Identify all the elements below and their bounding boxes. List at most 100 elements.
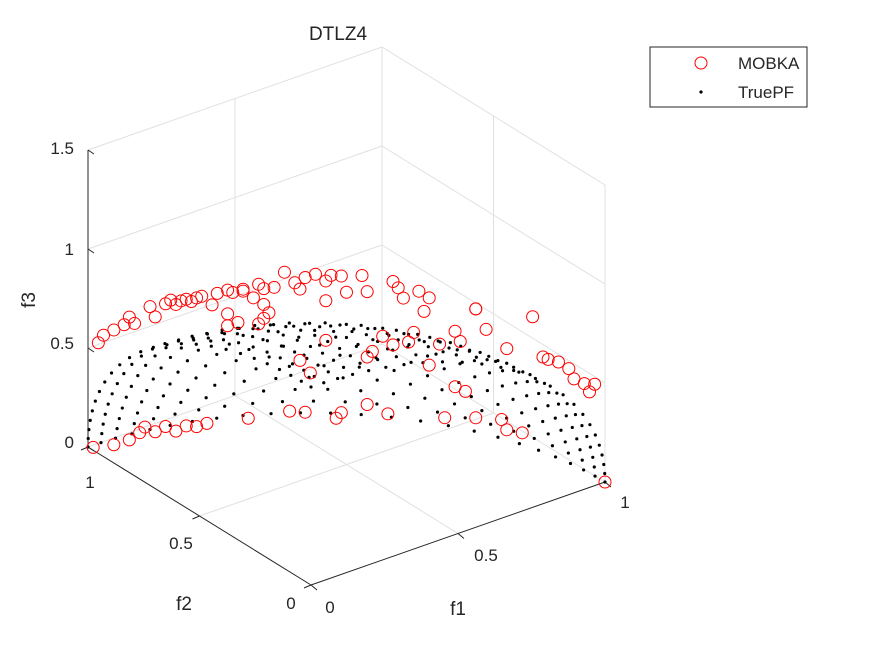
truepf-point xyxy=(553,455,558,459)
truepf-point xyxy=(318,325,322,329)
truepf-point xyxy=(241,333,245,338)
z-tick-label: 1.5 xyxy=(50,139,74,158)
truepf-point xyxy=(367,369,371,373)
truepf-point xyxy=(320,351,325,355)
truepf-point xyxy=(223,371,227,375)
truepf-point xyxy=(520,411,524,415)
truepf-point xyxy=(271,323,276,327)
truepf-point xyxy=(565,402,569,406)
truepf-point xyxy=(145,388,149,393)
truepf-point xyxy=(164,346,168,350)
mobka-point xyxy=(396,291,410,305)
truepf-point xyxy=(588,445,592,449)
truepf-point xyxy=(419,419,423,423)
truepf-point xyxy=(135,411,140,415)
mobka-point xyxy=(298,271,312,285)
truepf-point xyxy=(384,365,388,369)
truepf-point xyxy=(344,335,349,340)
y-axis-label: f2 xyxy=(176,594,192,615)
z-tick-mark xyxy=(87,248,95,254)
truepf-point xyxy=(414,353,418,357)
legend-dot-marker-icon xyxy=(699,90,703,94)
mobka-point xyxy=(319,333,333,347)
truepf-point xyxy=(593,474,597,478)
mobka-point xyxy=(340,285,353,299)
truepf-point xyxy=(176,339,181,343)
mobka-point xyxy=(210,286,224,300)
truepf-point xyxy=(463,416,467,420)
mobka-point xyxy=(598,475,612,489)
mobka-point xyxy=(293,353,307,367)
truepf-point xyxy=(309,385,313,389)
x-tick-mark xyxy=(310,584,318,591)
mobka-point xyxy=(252,277,266,291)
truepf-point xyxy=(323,321,327,325)
truepf-point xyxy=(156,405,160,410)
truepf-point xyxy=(311,399,316,403)
mobka-point xyxy=(117,318,131,332)
truepf-point xyxy=(221,338,226,342)
truepf-point xyxy=(299,328,303,332)
truepf-point xyxy=(281,344,286,348)
truepf-point xyxy=(265,362,269,366)
mobka-point xyxy=(381,407,395,421)
truepf-point xyxy=(139,350,143,354)
mobka-point xyxy=(267,280,281,294)
legend-label-mobka: MOBKA xyxy=(738,54,800,73)
truepf-point xyxy=(550,444,555,448)
truepf-point xyxy=(326,370,330,374)
truepf-point xyxy=(252,356,256,360)
truepf-point xyxy=(528,373,532,377)
truepf-point xyxy=(329,324,333,328)
wall-grid-line xyxy=(87,145,383,250)
truepf-point xyxy=(548,384,552,388)
truepf-point xyxy=(375,378,379,382)
x-tick-label: 0.5 xyxy=(474,546,498,565)
truepf-point xyxy=(194,376,198,380)
truepf-point xyxy=(575,437,579,441)
truepf-point xyxy=(588,423,592,427)
mobka-point xyxy=(86,440,100,454)
truepf-point xyxy=(478,350,482,355)
truepf-point xyxy=(316,363,320,367)
truepf-point xyxy=(224,347,228,351)
truepf-point xyxy=(150,347,155,351)
truepf-point xyxy=(274,376,278,381)
truepf-point xyxy=(525,394,529,398)
mobka-point xyxy=(164,293,178,307)
truepf-point xyxy=(343,400,347,404)
truepf-point xyxy=(582,468,586,472)
legend[interactable]: MOBKA TruePF xyxy=(649,46,808,108)
truepf-point xyxy=(326,387,330,391)
truepf-point xyxy=(100,432,104,436)
mobka-point xyxy=(588,377,602,391)
truepf-point xyxy=(88,418,92,422)
z-tick-mark xyxy=(87,149,95,155)
mobka-point xyxy=(495,413,509,427)
truepf-point xyxy=(236,341,241,345)
truepf-point xyxy=(512,368,516,373)
z-tick-label: 1 xyxy=(65,240,74,259)
truepf-point xyxy=(500,384,504,388)
truepf-point xyxy=(277,367,282,372)
mobka-point xyxy=(526,310,540,324)
wall-grid-line xyxy=(381,244,606,384)
truepf-point xyxy=(359,389,363,393)
truepf-point xyxy=(514,381,518,385)
truepf-point xyxy=(566,451,570,455)
truepf-point xyxy=(541,419,545,424)
truepf-point xyxy=(357,365,361,369)
truepf-point xyxy=(159,366,163,370)
truepf-point xyxy=(129,384,133,388)
mobka-point xyxy=(241,411,255,425)
mobka-point xyxy=(515,426,529,440)
truepf-point xyxy=(555,391,559,395)
truepf-point xyxy=(344,322,348,326)
truepf-point xyxy=(406,405,410,410)
truepf-point xyxy=(536,448,541,452)
truepf-point xyxy=(151,417,156,421)
truepf-point xyxy=(455,348,459,352)
mobka-point xyxy=(412,284,426,298)
truepf-point xyxy=(99,441,103,445)
truepf-point xyxy=(122,372,126,376)
